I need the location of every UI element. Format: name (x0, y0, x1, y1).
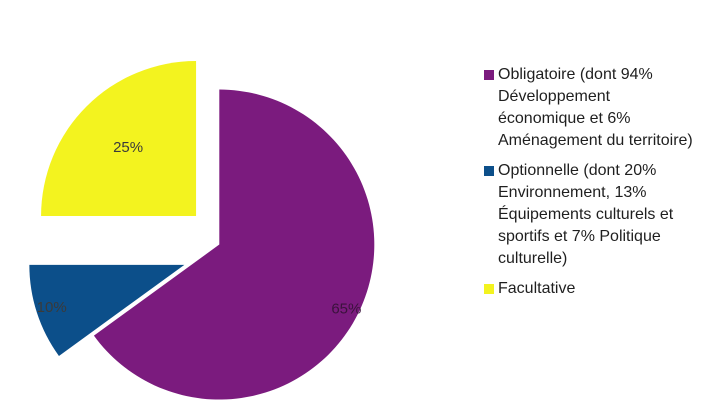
legend: Obligatoire (dont 94% Développement écon… (484, 64, 699, 308)
slice-label-optionnelle: 10% (37, 299, 67, 316)
pie-slice-facultative (41, 61, 197, 217)
pie-slice-obligatoire (93, 89, 375, 400)
legend-swatch-obligatoire (484, 70, 494, 80)
legend-label-optionnelle: Optionnelle (dont 20% Environnement, 13%… (498, 162, 674, 267)
legend-item-facultative: Facultative (484, 278, 699, 300)
legend-item-optionnelle: Optionnelle (dont 20% Environnement, 13%… (484, 160, 699, 270)
pie-slice-optionnelle (29, 264, 185, 356)
legend-swatch-facultative (484, 284, 494, 294)
pie-chart: 65% 10% 25% (29, 61, 375, 400)
slice-label-facultative: 25% (113, 139, 143, 156)
legend-swatch-optionnelle (484, 166, 494, 176)
slice-label-obligatoire: 65% (331, 300, 361, 317)
legend-item-obligatoire: Obligatoire (dont 94% Développement écon… (484, 64, 699, 152)
legend-label-facultative: Facultative (498, 280, 576, 297)
legend-label-obligatoire: Obligatoire (dont 94% Développement écon… (498, 66, 693, 149)
